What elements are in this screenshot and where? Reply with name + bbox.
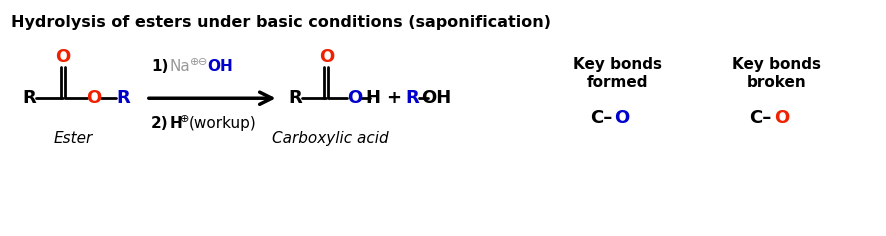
Text: O: O <box>346 89 361 107</box>
Text: ⊖: ⊖ <box>198 57 207 67</box>
Text: Ester: Ester <box>53 131 93 146</box>
Text: OH: OH <box>421 89 451 107</box>
Text: ⊕: ⊕ <box>180 114 190 124</box>
Text: O: O <box>56 48 71 66</box>
Text: +: + <box>385 89 400 107</box>
Text: C–: C– <box>590 109 612 127</box>
Text: R: R <box>22 89 36 107</box>
Text: Key bonds
broken: Key bonds broken <box>733 57 821 90</box>
Text: O: O <box>87 89 102 107</box>
Text: O: O <box>774 109 789 127</box>
Text: 1): 1) <box>151 59 168 74</box>
Text: R: R <box>405 89 419 107</box>
Text: (workup): (workup) <box>189 116 257 131</box>
Text: ⊕: ⊕ <box>190 57 199 67</box>
Text: R: R <box>116 89 130 107</box>
Text: 2): 2) <box>151 116 168 131</box>
Text: O: O <box>319 48 334 66</box>
Text: OH: OH <box>207 59 234 74</box>
Text: Carboxylic acid: Carboxylic acid <box>272 131 389 146</box>
Text: Hydrolysis of esters under basic conditions (saponification): Hydrolysis of esters under basic conditi… <box>12 15 551 30</box>
Text: H: H <box>170 116 183 131</box>
Text: H: H <box>366 89 381 107</box>
Text: Key bonds
formed: Key bonds formed <box>573 57 662 90</box>
Text: R: R <box>289 89 302 107</box>
Text: Na: Na <box>170 59 190 74</box>
Text: C–: C– <box>750 109 772 127</box>
Text: O: O <box>615 109 630 127</box>
